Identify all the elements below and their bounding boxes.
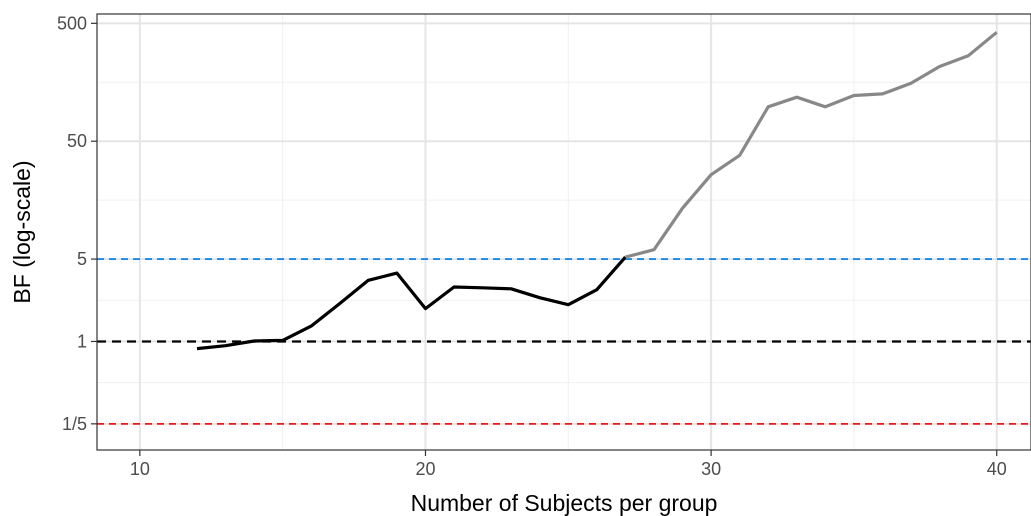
x-axis-title: Number of Subjects per group bbox=[411, 490, 718, 516]
y-tick-label: 50 bbox=[67, 131, 87, 151]
y-axis: 1/5 1 5 50 500 bbox=[57, 13, 97, 434]
plot-border bbox=[96, 13, 1031, 451]
y-tick-label: 5 bbox=[77, 249, 87, 269]
y-axis-title: BF (log-scale) bbox=[9, 160, 35, 303]
series-lines bbox=[196, 31, 998, 351]
y-tick-label: 1 bbox=[77, 331, 87, 351]
y-tick-label: 500 bbox=[57, 13, 87, 33]
plot-background bbox=[97, 14, 1031, 450]
series-line bbox=[196, 256, 627, 351]
x-tick-label: 40 bbox=[987, 459, 1007, 479]
x-axis: 10 20 30 40 bbox=[130, 450, 1007, 479]
series-line bbox=[624, 31, 998, 259]
x-tick-label: 20 bbox=[415, 459, 435, 479]
x-tick-label: 30 bbox=[701, 459, 721, 479]
y-tick-label: 1/5 bbox=[62, 414, 87, 434]
x-tick-label: 10 bbox=[130, 459, 150, 479]
